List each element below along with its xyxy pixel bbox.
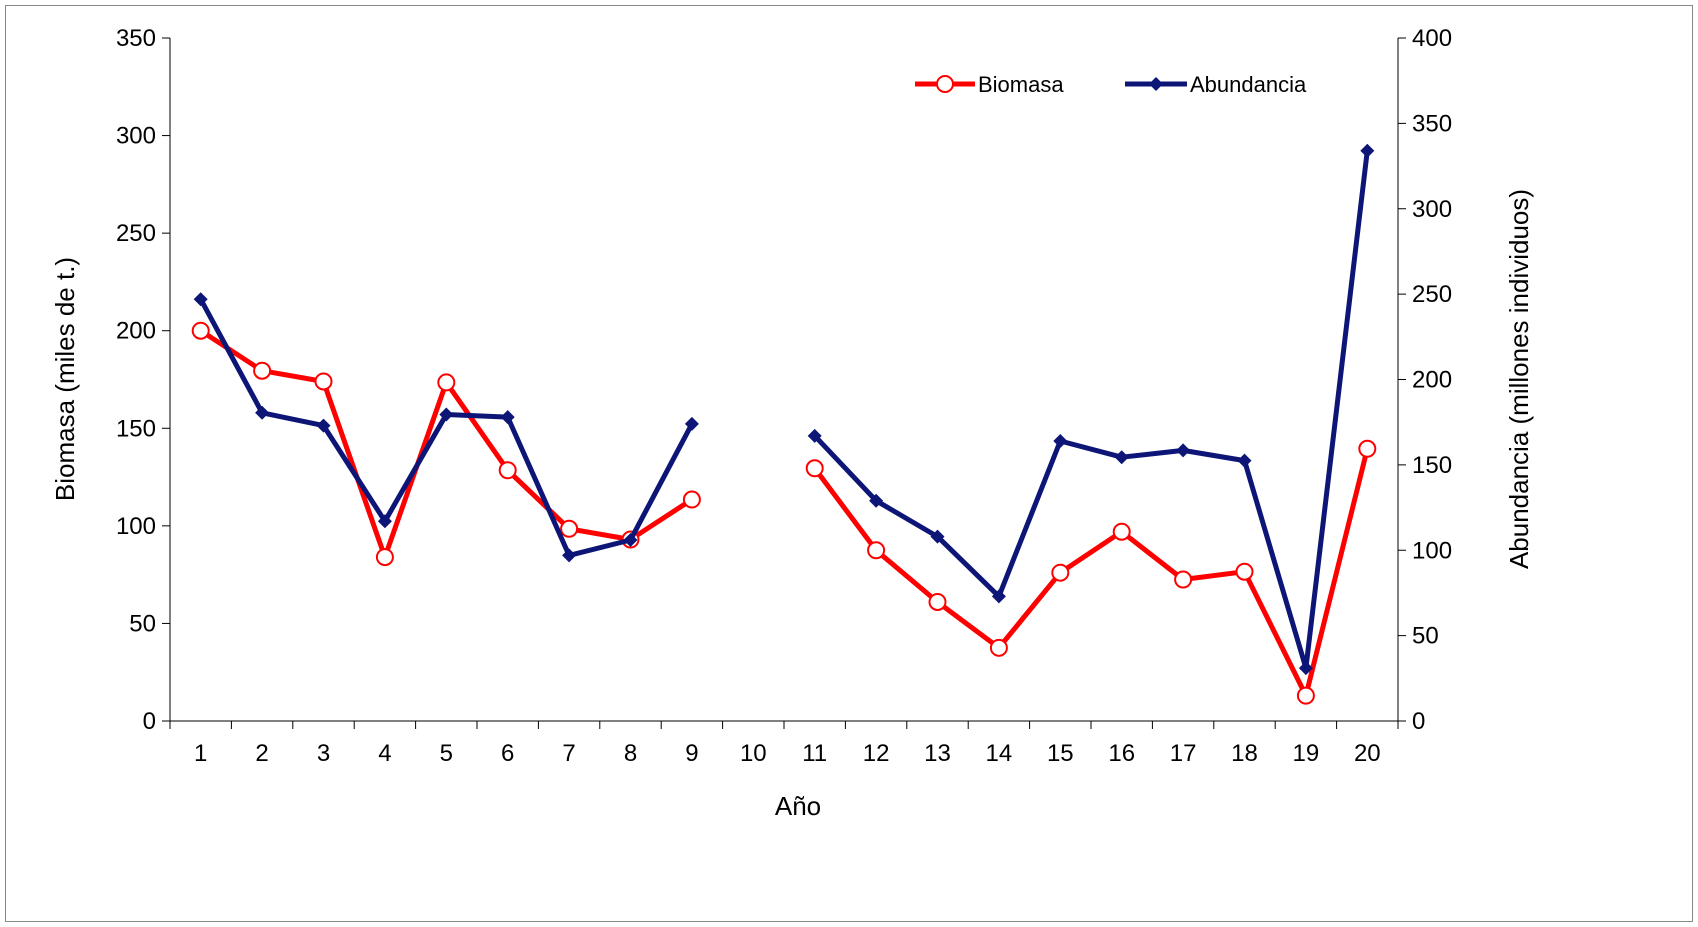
- data-point-abundancia: [377, 514, 392, 529]
- data-point-abundancia: [1114, 450, 1129, 465]
- y2-tick-label: 200: [1412, 367, 1452, 394]
- data-point-abundancia: [439, 407, 454, 422]
- data-point-abundancia: [255, 405, 270, 420]
- y2-tick-label: 100: [1412, 537, 1452, 564]
- data-point-abundancia: [1176, 443, 1191, 458]
- data-point-biomasa: [314, 372, 333, 391]
- y2-tick-label: 300: [1412, 196, 1452, 223]
- data-point-biomasa: [867, 541, 886, 560]
- data-point-biomasa: [437, 373, 456, 392]
- x-tick-label: 8: [624, 740, 637, 767]
- series-layer: [191, 143, 1377, 705]
- x-tick-label: 17: [1170, 740, 1197, 767]
- plot-area-background: [170, 38, 1398, 721]
- x-tick-label: 14: [986, 740, 1013, 767]
- data-point-abundancia: [807, 428, 822, 443]
- x-axis-title: Año: [775, 791, 821, 821]
- y-tick-label: 150: [116, 415, 156, 442]
- data-point-biomasa: [1112, 522, 1131, 541]
- y2-tick-label: 350: [1412, 110, 1452, 137]
- y-tick-label: 350: [116, 25, 156, 52]
- y-tick-label: 200: [116, 318, 156, 345]
- data-point-biomasa: [1051, 563, 1070, 582]
- data-point-abundancia: [623, 533, 638, 548]
- y2-tick-label: 150: [1412, 452, 1452, 479]
- y2-tick-label: 0: [1412, 708, 1425, 735]
- data-point-biomasa: [191, 321, 210, 340]
- x-tick-label: 11: [802, 740, 827, 767]
- data-point-abundancia: [1360, 143, 1375, 158]
- y-axis-title: Biomasa (miles de t.): [50, 257, 80, 501]
- data-point-biomasa: [1358, 439, 1377, 458]
- data-point-abundancia: [1237, 453, 1252, 468]
- x-tick-label: 10: [740, 740, 767, 767]
- x-tick-label: 13: [924, 740, 951, 767]
- x-tick-label: 20: [1354, 740, 1381, 767]
- data-point-abundancia: [1053, 433, 1068, 448]
- data-point-biomasa: [253, 361, 272, 380]
- x-tick-label: 4: [378, 740, 391, 767]
- data-point-abundancia: [500, 410, 515, 425]
- y2-axis-title: Abundancia (millones individuos): [1504, 189, 1534, 569]
- data-point-abundancia: [316, 418, 331, 433]
- data-point-biomasa: [375, 548, 394, 567]
- x-tick-label: 9: [685, 740, 698, 767]
- y2-tick-label: 400: [1412, 25, 1452, 52]
- data-point-biomasa: [1174, 570, 1193, 589]
- data-point-abundancia: [930, 529, 945, 544]
- legend-marker-biomasa: [936, 75, 954, 93]
- data-point-abundancia: [991, 589, 1006, 604]
- x-tick-label: 1: [194, 740, 207, 767]
- data-point-biomasa: [560, 519, 579, 538]
- x-tick-label: 16: [1108, 740, 1135, 767]
- legend: Biomasa Abundancia: [915, 72, 1307, 97]
- data-point-biomasa: [1235, 562, 1254, 581]
- series-abundancia: [193, 143, 1375, 676]
- series-line-biomasa: [812, 448, 1370, 699]
- x-tick-label: 3: [317, 740, 330, 767]
- y2-tick-label: 50: [1412, 623, 1439, 650]
- legend-label-abundancia: Abundancia: [1190, 72, 1307, 97]
- legend-label-biomasa: Biomasa: [978, 72, 1064, 97]
- data-point-biomasa: [928, 592, 947, 611]
- data-point-biomasa: [498, 461, 517, 480]
- x-tick-label: 12: [863, 740, 890, 767]
- x-tick-label: 15: [1047, 740, 1074, 767]
- y-tick-label: 300: [116, 123, 156, 150]
- data-point-biomasa: [989, 638, 1008, 657]
- y2-tick-label: 250: [1412, 281, 1452, 308]
- data-point-abundancia: [869, 493, 884, 508]
- data-point-abundancia: [1298, 661, 1313, 676]
- legend-marker-abundancia: [1149, 77, 1163, 91]
- plot-area: [170, 38, 1398, 721]
- x-tick-label: 18: [1231, 740, 1258, 767]
- y-tick-label: 100: [116, 513, 156, 540]
- data-point-abundancia: [684, 416, 699, 431]
- series-biomasa: [191, 321, 1377, 705]
- x-tick-label: 2: [255, 740, 268, 767]
- x-tick-label: 19: [1293, 740, 1320, 767]
- data-point-abundancia: [562, 548, 577, 563]
- data-point-biomasa: [1296, 686, 1315, 705]
- x-tick-label: 7: [562, 740, 575, 767]
- data-point-biomasa: [682, 490, 701, 509]
- data-point-abundancia: [193, 292, 208, 307]
- axes: 0 50 100 150 200 250 300 350 0 50 100 150 200 250 300 3…: [116, 25, 1452, 767]
- y-tick-label: 250: [116, 220, 156, 247]
- x-tick-label: 5: [440, 740, 453, 767]
- data-point-biomasa: [805, 459, 824, 478]
- x-tick-label: 6: [501, 740, 514, 767]
- y-tick-label: 0: [143, 708, 156, 735]
- y-tick-label: 50: [129, 610, 156, 637]
- series-line-abundancia: [812, 150, 1370, 671]
